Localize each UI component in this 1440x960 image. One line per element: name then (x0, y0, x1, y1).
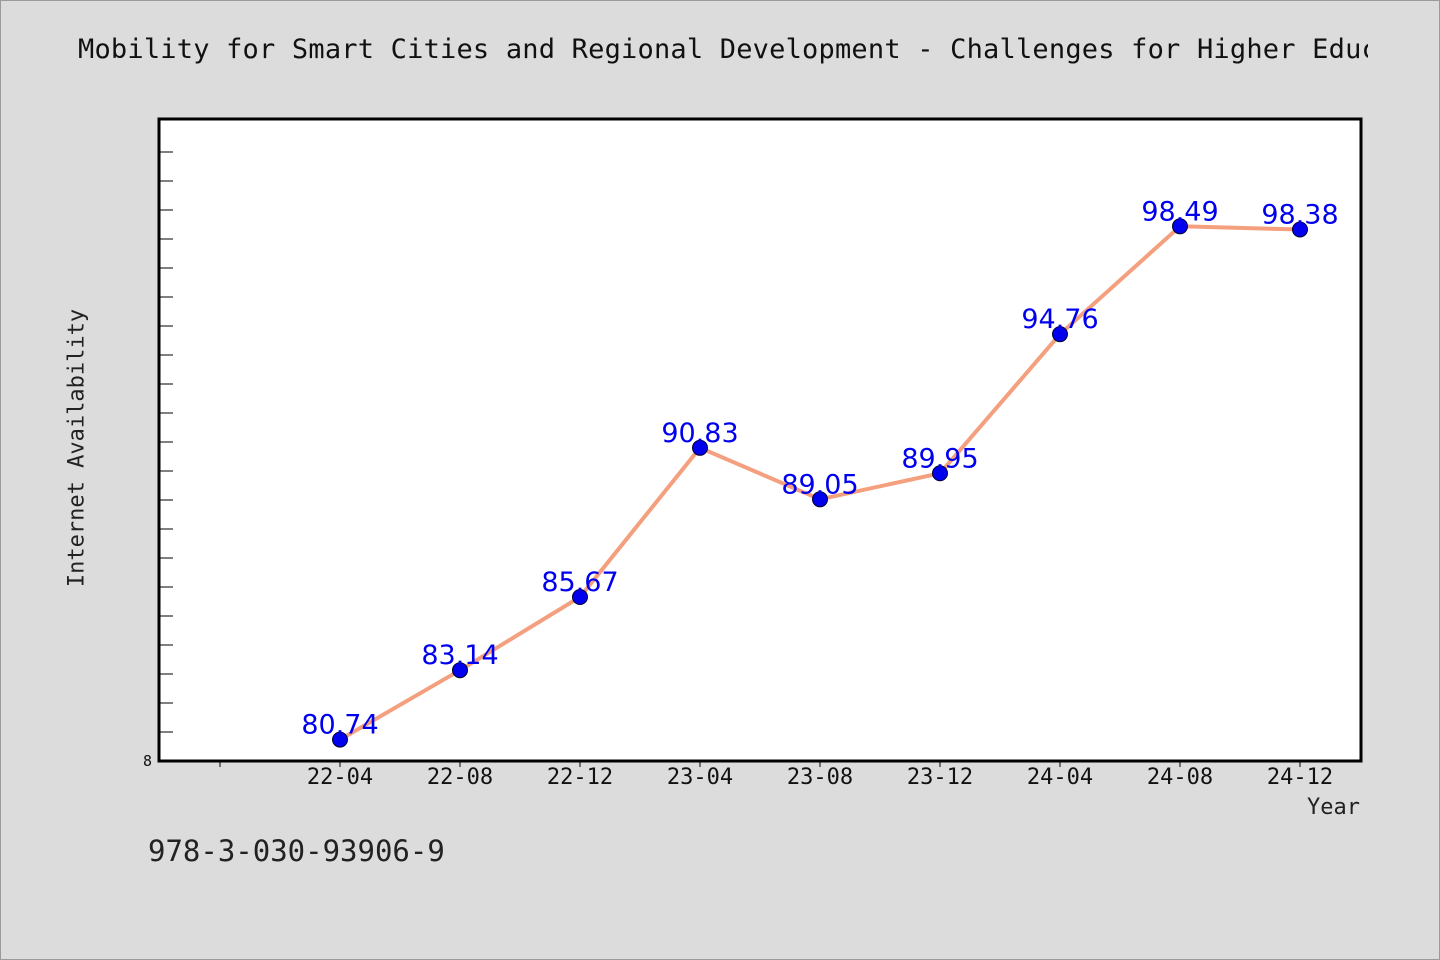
x-tick-labels: 22-04 22-08 22-12 23-04 23-08 23-12 24-04 24-08… (307, 765, 1333, 790)
x-tick-label: 22-08 (427, 765, 493, 790)
data-point-marker (452, 662, 468, 679)
x-tick-label: 22-04 (307, 765, 373, 790)
x-tick-label: 24-12 (1267, 765, 1333, 790)
x-tick-label: 23-08 (787, 765, 853, 790)
data-value-label: 80.74 (301, 710, 378, 741)
x-tick-label: 24-04 (1027, 765, 1093, 790)
data-point-marker (1172, 218, 1188, 235)
isbn-footnote: 978-3-030-93906-9 (148, 834, 445, 868)
data-point-marker (1052, 326, 1068, 343)
data-value-label: 89.95 (901, 443, 978, 474)
data-point-marker (332, 731, 348, 748)
data-point-marker (692, 439, 708, 456)
data-value-label: 90.83 (661, 418, 738, 449)
data-point-marker (572, 589, 588, 606)
data-markers (332, 218, 1308, 748)
data-value-label: 89.05 (781, 469, 858, 500)
data-point-marker (932, 465, 948, 482)
data-value-label: 98.49 (1141, 196, 1218, 227)
data-labels: 80.74 83.14 85.67 90.83 89.05 89.95 94.76 98.49… (301, 196, 1338, 740)
data-point-marker (812, 491, 828, 508)
x-tick-label: 24-08 (1147, 765, 1213, 790)
x-tick-label: 22-12 (547, 765, 613, 790)
data-point-marker (1292, 221, 1308, 238)
x-axis-label: Year (1307, 795, 1360, 820)
data-value-label: 85.67 (541, 567, 618, 598)
chart-title: Mobility for Smart Cities and Regional D… (78, 34, 1368, 65)
data-value-label: 94.76 (1021, 304, 1098, 335)
y-min-tick-label: 8 (143, 752, 152, 770)
data-value-label: 83.14 (421, 640, 498, 671)
plot-area (157, 117, 1363, 763)
data-value-label: 98.38 (1261, 199, 1338, 230)
x-tick-label: 23-04 (667, 765, 733, 790)
x-tick-label: 23-12 (907, 765, 973, 790)
axis-ticks (159, 151, 1301, 767)
